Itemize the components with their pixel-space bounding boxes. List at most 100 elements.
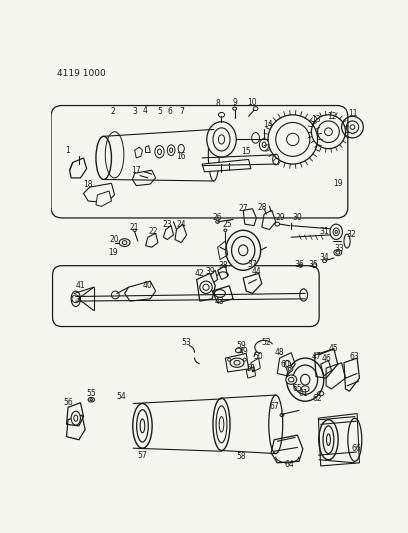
Text: 36: 36 xyxy=(294,260,304,269)
Text: 4119 1000: 4119 1000 xyxy=(57,69,106,78)
Text: 32: 32 xyxy=(347,230,357,239)
Text: 13: 13 xyxy=(311,115,321,124)
Text: 31: 31 xyxy=(319,227,328,236)
Text: 12: 12 xyxy=(327,112,336,121)
Text: 28: 28 xyxy=(257,203,266,212)
Text: 54: 54 xyxy=(116,392,126,401)
Text: 2: 2 xyxy=(111,107,115,116)
Text: 30: 30 xyxy=(293,213,302,222)
Text: 15: 15 xyxy=(242,147,251,156)
Ellipse shape xyxy=(300,289,308,301)
Text: 47: 47 xyxy=(311,352,321,361)
Text: 50: 50 xyxy=(254,352,264,361)
Text: 37: 37 xyxy=(248,260,257,269)
Text: 39: 39 xyxy=(205,268,215,276)
Polygon shape xyxy=(132,170,155,185)
Text: 9: 9 xyxy=(232,98,237,107)
Text: 27: 27 xyxy=(238,204,248,213)
Ellipse shape xyxy=(71,411,80,425)
Text: 7: 7 xyxy=(180,107,184,116)
Text: 63: 63 xyxy=(350,352,360,361)
Ellipse shape xyxy=(226,230,261,270)
Ellipse shape xyxy=(119,239,130,246)
Text: 19: 19 xyxy=(333,179,343,188)
Ellipse shape xyxy=(286,375,297,384)
Text: 58: 58 xyxy=(236,452,246,461)
Text: 49: 49 xyxy=(238,348,248,357)
Text: 51: 51 xyxy=(246,364,256,373)
Text: 21: 21 xyxy=(130,223,140,232)
Ellipse shape xyxy=(259,139,269,151)
Ellipse shape xyxy=(213,398,230,450)
Text: 57: 57 xyxy=(137,450,147,459)
Polygon shape xyxy=(225,353,248,372)
Text: 26: 26 xyxy=(213,213,222,222)
Text: 23: 23 xyxy=(162,220,172,229)
Text: 10: 10 xyxy=(248,98,257,107)
Ellipse shape xyxy=(208,128,219,181)
Text: 11: 11 xyxy=(348,109,358,118)
Text: 59: 59 xyxy=(236,341,246,350)
Text: 25: 25 xyxy=(223,220,233,229)
Text: 6: 6 xyxy=(168,107,173,116)
Text: 3: 3 xyxy=(132,107,137,116)
Ellipse shape xyxy=(133,403,152,448)
Text: 60: 60 xyxy=(280,360,290,369)
Ellipse shape xyxy=(178,144,184,153)
Polygon shape xyxy=(197,273,215,301)
Ellipse shape xyxy=(302,386,309,392)
Ellipse shape xyxy=(348,418,362,461)
Ellipse shape xyxy=(323,426,334,454)
Text: 20: 20 xyxy=(110,235,120,244)
Text: 52: 52 xyxy=(262,338,271,347)
Text: 67: 67 xyxy=(269,402,279,411)
Text: 65: 65 xyxy=(293,384,302,393)
Text: 38: 38 xyxy=(218,261,228,270)
Text: 17: 17 xyxy=(131,166,141,175)
Ellipse shape xyxy=(232,237,255,264)
Ellipse shape xyxy=(269,395,283,454)
Text: 22: 22 xyxy=(149,227,158,236)
Text: 62: 62 xyxy=(313,394,322,403)
Text: 44: 44 xyxy=(251,268,261,276)
Polygon shape xyxy=(202,159,251,172)
Ellipse shape xyxy=(218,112,224,117)
Text: 66: 66 xyxy=(351,445,361,454)
Text: 55: 55 xyxy=(86,389,96,398)
Text: 18: 18 xyxy=(84,180,93,189)
Text: 5: 5 xyxy=(157,107,162,116)
Ellipse shape xyxy=(88,398,94,402)
Text: 16: 16 xyxy=(176,152,186,161)
Text: 53: 53 xyxy=(182,338,191,347)
Text: 45: 45 xyxy=(329,344,339,353)
Text: 64: 64 xyxy=(285,460,295,469)
Text: 34: 34 xyxy=(319,254,329,262)
Text: 40: 40 xyxy=(143,281,153,290)
Text: 61: 61 xyxy=(299,389,308,398)
Text: 41: 41 xyxy=(75,281,85,290)
Polygon shape xyxy=(84,183,115,203)
Ellipse shape xyxy=(137,410,148,442)
Ellipse shape xyxy=(293,365,317,394)
Text: 48: 48 xyxy=(275,348,284,357)
Text: 1: 1 xyxy=(66,146,71,155)
Text: 14: 14 xyxy=(263,119,273,128)
Ellipse shape xyxy=(235,348,242,353)
Ellipse shape xyxy=(252,133,259,143)
Text: 4: 4 xyxy=(143,106,148,115)
Ellipse shape xyxy=(167,145,175,156)
Ellipse shape xyxy=(286,358,324,401)
Text: 46: 46 xyxy=(321,353,331,362)
Ellipse shape xyxy=(207,122,236,157)
Text: 42: 42 xyxy=(195,269,205,278)
Polygon shape xyxy=(96,191,111,206)
Text: 56: 56 xyxy=(63,398,73,407)
Text: 33: 33 xyxy=(335,244,344,253)
Ellipse shape xyxy=(330,224,342,239)
Text: 35: 35 xyxy=(308,260,318,269)
Text: 43: 43 xyxy=(215,297,225,305)
Ellipse shape xyxy=(71,291,80,306)
Ellipse shape xyxy=(96,136,111,180)
Ellipse shape xyxy=(213,128,230,151)
Ellipse shape xyxy=(286,366,293,372)
